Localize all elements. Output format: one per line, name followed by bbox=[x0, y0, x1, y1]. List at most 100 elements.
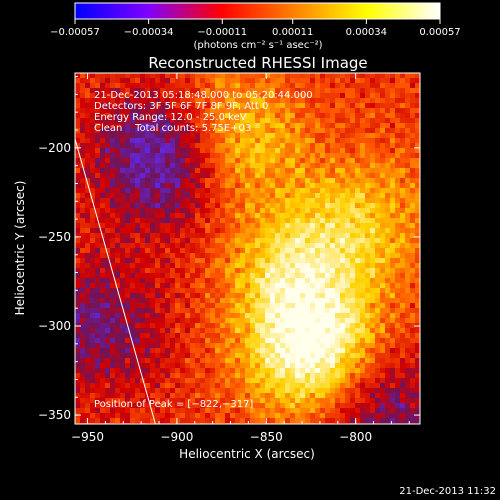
heatmap-cell bbox=[335, 343, 341, 349]
heatmap-cell bbox=[415, 338, 420, 344]
heatmap-cell bbox=[285, 383, 291, 389]
heatmap-cell bbox=[140, 388, 146, 394]
heatmap-cell bbox=[90, 218, 96, 224]
heatmap-cell bbox=[315, 373, 321, 379]
heatmap-cell bbox=[255, 93, 261, 99]
heatmap-cell bbox=[185, 173, 191, 179]
heatmap-cell bbox=[160, 353, 166, 359]
heatmap-cell bbox=[250, 128, 256, 134]
heatmap-cell bbox=[400, 313, 406, 319]
heatmap-cell bbox=[285, 118, 291, 124]
heatmap-cell bbox=[355, 263, 361, 269]
heatmap-cell bbox=[125, 88, 131, 94]
heatmap-cell bbox=[130, 163, 136, 169]
heatmap-cell bbox=[225, 328, 231, 334]
heatmap-cell bbox=[295, 268, 301, 274]
heatmap-cell bbox=[220, 213, 226, 219]
heatmap-cell bbox=[275, 133, 281, 139]
heatmap-cell bbox=[200, 333, 206, 339]
heatmap-cell bbox=[230, 138, 236, 144]
heatmap-cell bbox=[240, 183, 246, 189]
heatmap-cell bbox=[120, 83, 126, 89]
heatmap-cell bbox=[240, 378, 246, 384]
heatmap-cell bbox=[80, 78, 86, 84]
heatmap-cell bbox=[190, 233, 196, 239]
heatmap-cell bbox=[175, 238, 181, 244]
heatmap-cell bbox=[245, 328, 251, 334]
heatmap-cell bbox=[145, 178, 151, 184]
heatmap-cell bbox=[320, 303, 326, 309]
heatmap-cell bbox=[405, 208, 411, 214]
heatmap-cell bbox=[85, 113, 91, 119]
heatmap-cell bbox=[170, 178, 176, 184]
heatmap-cell bbox=[80, 413, 86, 419]
heatmap-cell bbox=[385, 328, 391, 334]
heatmap-cell bbox=[325, 293, 331, 299]
heatmap-cell bbox=[115, 238, 121, 244]
heatmap-cell bbox=[205, 408, 211, 414]
heatmap-cell bbox=[75, 88, 81, 94]
heatmap-cell bbox=[145, 253, 151, 259]
heatmap-cell bbox=[160, 278, 166, 284]
heatmap-cell bbox=[245, 363, 251, 369]
heatmap-cell bbox=[205, 143, 211, 149]
heatmap-cell bbox=[195, 143, 201, 149]
heatmap-cell bbox=[190, 198, 196, 204]
heatmap-cell bbox=[135, 118, 141, 124]
heatmap-cell bbox=[375, 253, 381, 259]
heatmap-cell bbox=[325, 108, 331, 114]
heatmap-cell bbox=[365, 403, 371, 409]
heatmap-cell bbox=[290, 168, 296, 174]
heatmap-cell bbox=[190, 388, 196, 394]
heatmap-cell bbox=[190, 398, 196, 404]
heatmap-cell bbox=[155, 263, 161, 269]
heatmap-cell bbox=[245, 138, 251, 144]
heatmap-cell bbox=[180, 168, 186, 174]
heatmap-cell bbox=[215, 388, 221, 394]
heatmap-cell bbox=[280, 328, 286, 334]
heatmap-cell bbox=[80, 198, 86, 204]
heatmap-cell bbox=[275, 203, 281, 209]
heatmap-cell bbox=[370, 208, 376, 214]
heatmap-cell bbox=[385, 303, 391, 309]
heatmap-cell bbox=[310, 243, 316, 249]
heatmap-cell bbox=[255, 248, 261, 254]
heatmap-cell bbox=[145, 98, 151, 104]
heatmap-cell bbox=[145, 158, 151, 164]
heatmap-cell bbox=[370, 188, 376, 194]
heatmap-cell bbox=[160, 383, 166, 389]
heatmap-cell bbox=[130, 188, 136, 194]
y-axis-label: Heliocentric Y (arcsec) bbox=[13, 181, 27, 316]
heatmap-cell bbox=[145, 133, 151, 139]
heatmap-cell bbox=[325, 308, 331, 314]
heatmap-cell bbox=[230, 188, 236, 194]
heatmap-cell bbox=[210, 283, 216, 289]
heatmap-cell bbox=[225, 413, 231, 419]
heatmap-cell bbox=[275, 198, 281, 204]
heatmap-cell bbox=[105, 408, 111, 414]
heatmap-cell bbox=[85, 263, 91, 269]
heatmap-cell bbox=[385, 278, 391, 284]
heatmap-cell bbox=[335, 143, 341, 149]
heatmap-cell bbox=[185, 213, 191, 219]
heatmap-cell bbox=[190, 123, 196, 129]
heatmap-cell bbox=[120, 113, 126, 119]
heatmap-cell bbox=[265, 393, 271, 399]
heatmap-cell bbox=[275, 338, 281, 344]
heatmap-cell bbox=[275, 308, 281, 314]
heatmap-cell bbox=[75, 333, 81, 339]
heatmap-cell bbox=[100, 263, 106, 269]
heatmap-cell bbox=[100, 378, 106, 384]
heatmap-cell bbox=[170, 188, 176, 194]
heatmap-cell bbox=[395, 278, 401, 284]
heatmap-cell bbox=[145, 368, 151, 374]
heatmap-cell bbox=[280, 378, 286, 384]
heatmap-cell bbox=[160, 213, 166, 219]
heatmap-cell bbox=[320, 163, 326, 169]
heatmap-cell bbox=[220, 133, 226, 139]
heatmap-cell bbox=[415, 413, 420, 419]
heatmap-cell bbox=[370, 388, 376, 394]
heatmap-cell bbox=[85, 213, 91, 219]
heatmap-cell bbox=[160, 418, 166, 424]
heatmap-cell bbox=[195, 138, 201, 144]
